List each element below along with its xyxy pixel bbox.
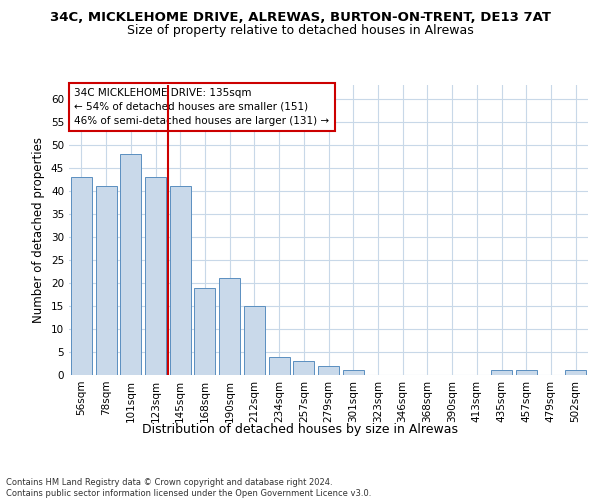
Bar [516, 370, 537, 375]
Bar [318, 366, 339, 375]
Bar [491, 370, 512, 375]
Bar [194, 288, 215, 375]
Text: 34C MICKLEHOME DRIVE: 135sqm
← 54% of detached houses are smaller (151)
46% of s: 34C MICKLEHOME DRIVE: 135sqm ← 54% of de… [74, 88, 329, 126]
Text: Contains HM Land Registry data © Crown copyright and database right 2024.
Contai: Contains HM Land Registry data © Crown c… [6, 478, 371, 498]
Bar [343, 370, 364, 375]
Bar [219, 278, 240, 375]
Bar [293, 361, 314, 375]
Bar [145, 177, 166, 375]
Text: Size of property relative to detached houses in Alrewas: Size of property relative to detached ho… [127, 24, 473, 37]
Bar [244, 306, 265, 375]
Bar [95, 186, 116, 375]
Bar [565, 370, 586, 375]
Text: 34C, MICKLEHOME DRIVE, ALREWAS, BURTON-ON-TRENT, DE13 7AT: 34C, MICKLEHOME DRIVE, ALREWAS, BURTON-O… [49, 11, 551, 24]
Y-axis label: Number of detached properties: Number of detached properties [32, 137, 46, 323]
Bar [170, 186, 191, 375]
Bar [71, 177, 92, 375]
Bar [269, 356, 290, 375]
Text: Distribution of detached houses by size in Alrewas: Distribution of detached houses by size … [142, 422, 458, 436]
Bar [120, 154, 141, 375]
